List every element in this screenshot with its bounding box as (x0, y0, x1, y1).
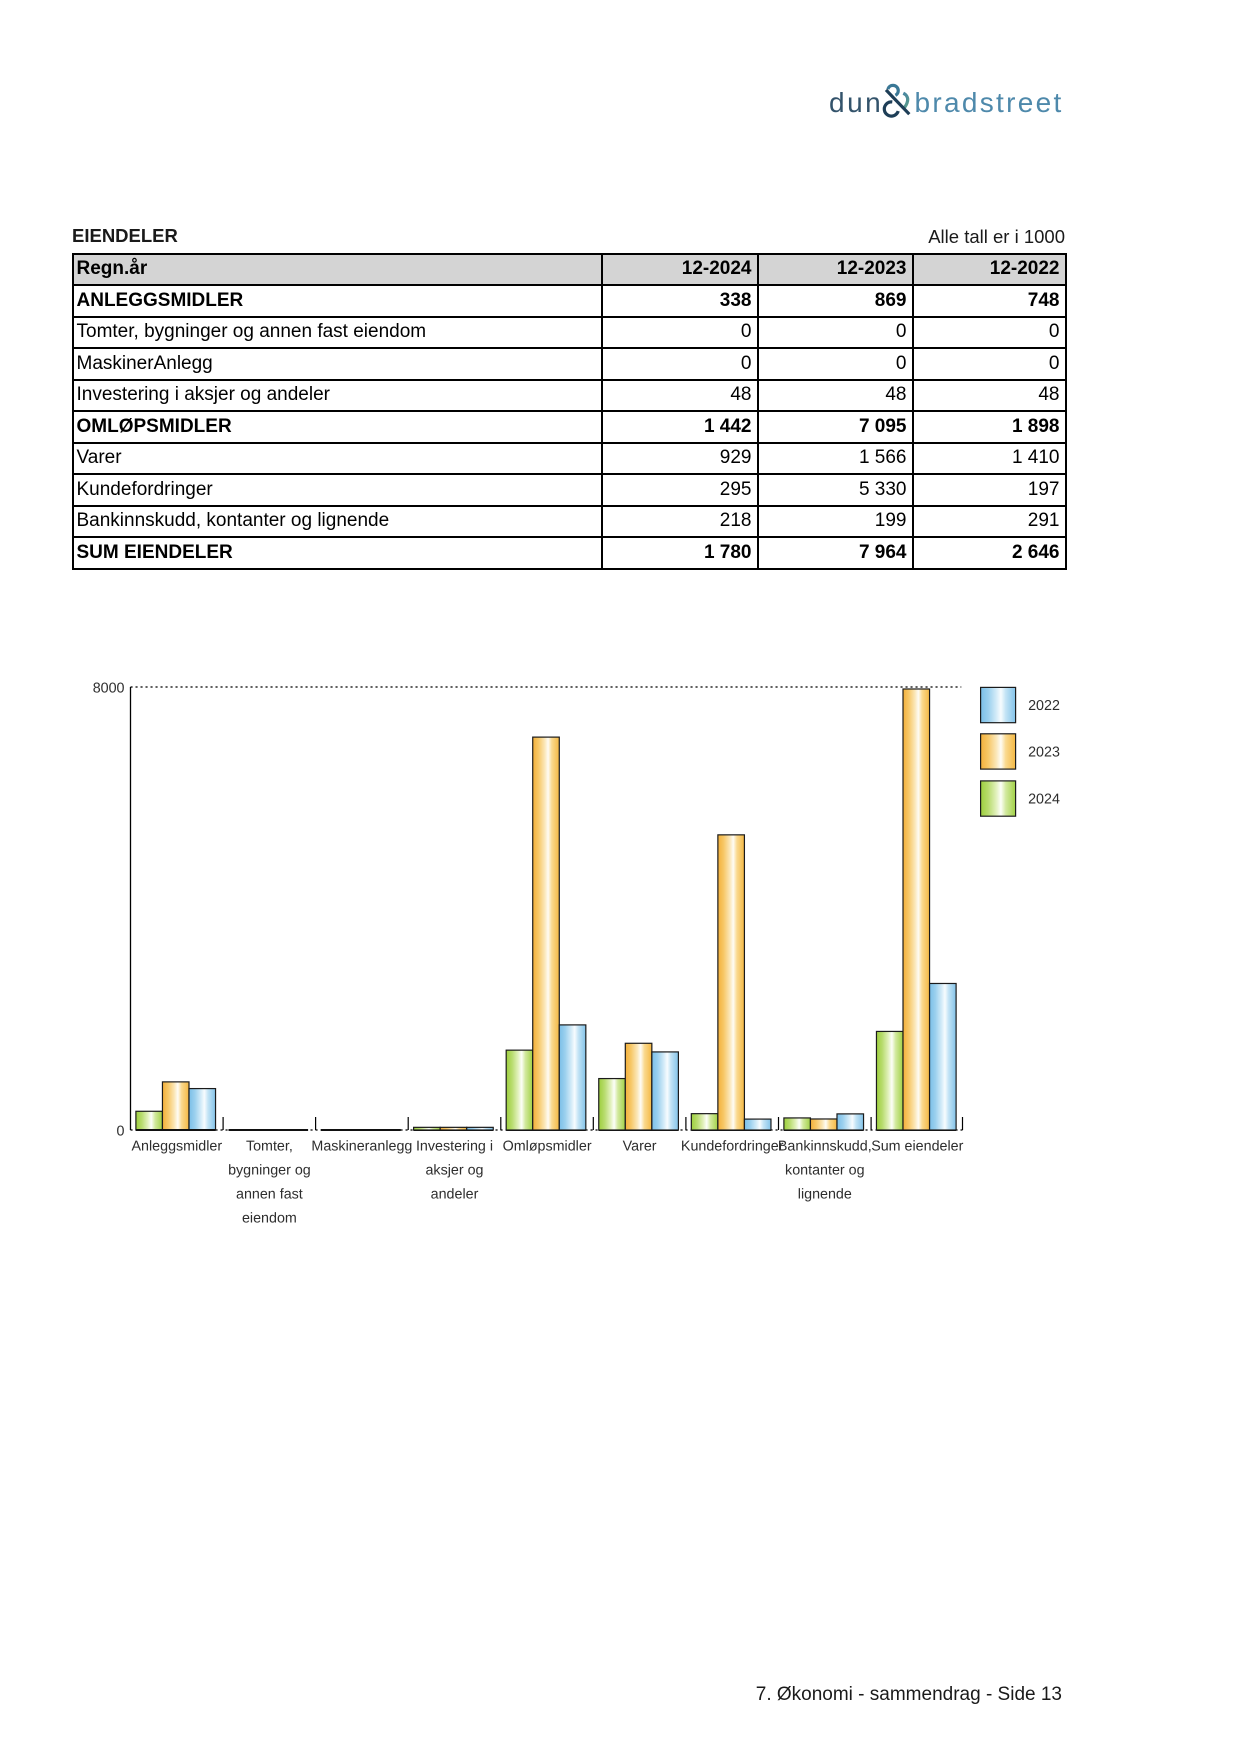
svg-text:2024: 2024 (1028, 792, 1060, 808)
svg-text:2023: 2023 (1028, 745, 1060, 761)
svg-text:andeler: andeler (431, 1187, 479, 1203)
svg-text:8000: 8000 (93, 681, 125, 697)
svg-text:bygninger og: bygninger og (228, 1163, 311, 1179)
svg-text:Tomter,: Tomter, (246, 1139, 293, 1155)
svg-text:Kundefordringer: Kundefordringer (681, 1139, 784, 1155)
svg-text:Omløpsmidler: Omløpsmidler (503, 1139, 592, 1155)
svg-text:aksjer og: aksjer og (425, 1163, 483, 1179)
svg-text:eiendom: eiendom (242, 1211, 297, 1227)
svg-text:Bankinnskudd,: Bankinnskudd, (778, 1139, 872, 1155)
svg-text:Sum eiendeler: Sum eiendeler (871, 1139, 963, 1155)
svg-text:Varer: Varer (623, 1139, 657, 1155)
svg-text:kontanter og: kontanter og (785, 1163, 865, 1179)
svg-text:lignende: lignende (798, 1187, 852, 1203)
svg-text:2022: 2022 (1028, 698, 1060, 714)
svg-text:Maskineranlegg: Maskineranlegg (311, 1139, 412, 1155)
svg-text:Investering i: Investering i (416, 1139, 493, 1155)
svg-text:annen fast: annen fast (236, 1187, 303, 1203)
svg-text:Anleggsmidler: Anleggsmidler (132, 1139, 223, 1155)
svg-text:0: 0 (117, 1124, 125, 1140)
